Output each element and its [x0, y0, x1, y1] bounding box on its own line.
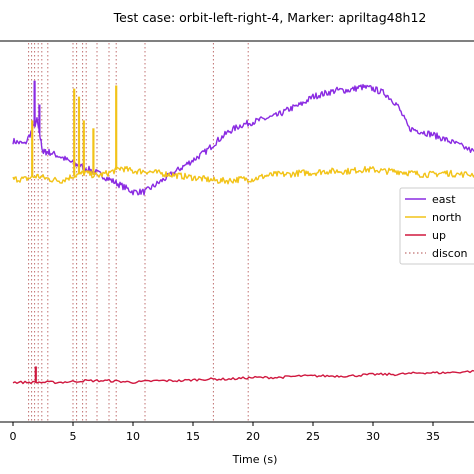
- x-axis-label: Time (s): [232, 453, 278, 466]
- legend: east north up discon: [399, 187, 474, 265]
- x-tick-label: 10: [126, 430, 140, 443]
- legend-label-discon: discon: [432, 247, 468, 260]
- x-tick-label: 25: [306, 430, 320, 443]
- legend-label-north: north: [432, 211, 462, 224]
- x-tick-label: 30: [366, 430, 380, 443]
- x-tick-label: 5: [70, 430, 77, 443]
- x-tick-label: 35: [426, 430, 440, 443]
- x-tick-label: 20: [246, 430, 260, 443]
- legend-label-east: east: [432, 193, 456, 206]
- x-ticks: 0 5 10 15 20 25 30 35: [10, 422, 440, 443]
- legend-label-up: up: [432, 229, 446, 242]
- chart-title: Test case: orbit-left-right-4, Marker: a…: [113, 10, 427, 25]
- x-tick-label: 15: [186, 430, 200, 443]
- legend-box: [399, 187, 474, 265]
- series-line-north: [12, 165, 474, 185]
- plot-area: [12, 43, 474, 422]
- series-line-up: [12, 369, 474, 385]
- x-tick-label: 0: [10, 430, 17, 443]
